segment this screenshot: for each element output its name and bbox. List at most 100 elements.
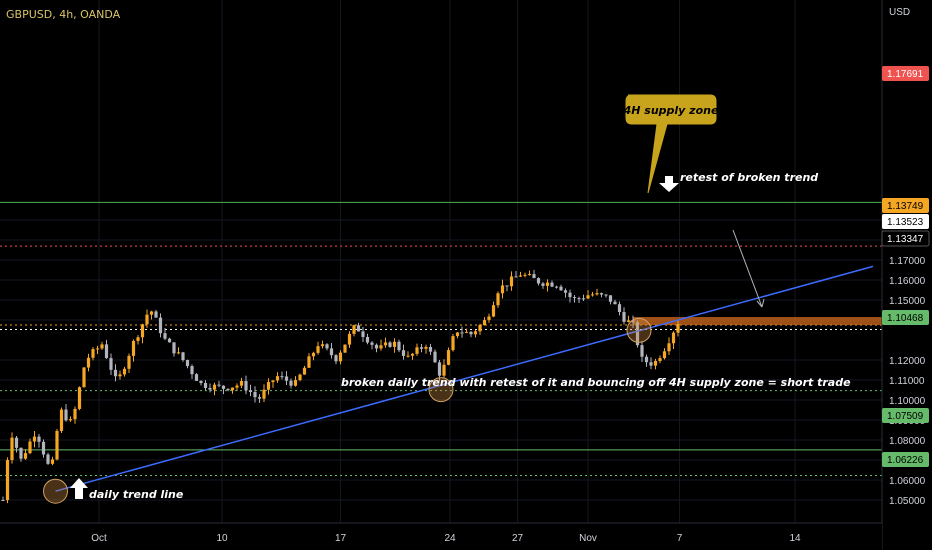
candle-body bbox=[293, 380, 298, 386]
candle-body bbox=[158, 317, 163, 334]
candle-body bbox=[347, 333, 352, 345]
candle-body bbox=[298, 374, 302, 381]
candle-body bbox=[82, 367, 86, 388]
candle-body bbox=[424, 347, 428, 349]
candle-body bbox=[136, 337, 140, 341]
candle-body bbox=[109, 358, 113, 370]
candle-body bbox=[343, 344, 347, 353]
candle-body bbox=[208, 387, 212, 390]
candle-body bbox=[28, 441, 32, 454]
price-badge-label: 1.13523 bbox=[887, 217, 924, 228]
candle-body bbox=[361, 331, 365, 337]
price-tick-label: 1.06000 bbox=[889, 476, 926, 487]
time-tick-label: 10 bbox=[216, 533, 228, 544]
candle-body bbox=[527, 274, 532, 276]
candle-body bbox=[388, 342, 392, 347]
candle-body bbox=[392, 341, 397, 347]
candle-body bbox=[568, 292, 572, 298]
price-badge-label: 1.13347 bbox=[887, 234, 924, 245]
candle-body bbox=[145, 314, 149, 325]
candle-body bbox=[667, 343, 671, 352]
time-tick-label: 14 bbox=[789, 533, 801, 544]
chart-title: GBPUSD, 4h, OANDA bbox=[6, 8, 121, 21]
candle-body bbox=[122, 368, 127, 375]
candle-body bbox=[635, 322, 640, 346]
candle-body bbox=[127, 355, 131, 369]
candle-body bbox=[64, 409, 68, 421]
candle-body bbox=[586, 295, 590, 299]
price-axis[interactable]: USD1.190001.180001.170001.160001.150001.… bbox=[881, 0, 932, 550]
candle-body bbox=[536, 278, 541, 284]
price-tick-label: 1.05000 bbox=[889, 496, 926, 507]
candle-body bbox=[172, 342, 176, 354]
supply-zone-label: 4H supply zone bbox=[623, 104, 719, 117]
price-tick-label: 1.10000 bbox=[889, 396, 926, 407]
candle-body bbox=[100, 344, 104, 349]
candle-body bbox=[532, 274, 536, 279]
candle-body bbox=[59, 409, 64, 431]
price-badge-label: 1.17691 bbox=[887, 69, 924, 80]
candle-body bbox=[550, 282, 554, 287]
candle-body bbox=[280, 376, 284, 378]
touch-point-circle bbox=[626, 317, 652, 343]
candle-body bbox=[73, 408, 77, 420]
candle-body bbox=[428, 347, 433, 352]
candle-body bbox=[37, 436, 41, 442]
candle-body bbox=[185, 360, 190, 367]
candle-body bbox=[77, 387, 82, 409]
candle-body bbox=[622, 312, 626, 322]
price-badge-label: 1.13749 bbox=[887, 201, 924, 212]
currency-label: USD bbox=[889, 7, 910, 18]
candle-body bbox=[14, 437, 19, 448]
time-tick-label: 7 bbox=[677, 533, 683, 544]
candle-body bbox=[230, 387, 235, 391]
price-badge bbox=[881, 230, 930, 247]
candle-body bbox=[181, 352, 185, 361]
candle-body bbox=[275, 376, 280, 381]
price-tick-label: 1.16000 bbox=[889, 276, 926, 287]
candle-body bbox=[32, 436, 37, 442]
candle-body bbox=[397, 341, 401, 351]
candle-body bbox=[554, 286, 559, 288]
candles-layer bbox=[1, 269, 680, 504]
price-badge-label: 1.10468 bbox=[887, 313, 924, 324]
candle-body bbox=[541, 283, 545, 286]
candle-body bbox=[523, 274, 527, 276]
candle-body bbox=[374, 344, 379, 349]
chart-grid bbox=[0, 0, 882, 523]
candle-body bbox=[595, 293, 599, 295]
candle-body bbox=[419, 347, 424, 349]
candle-body bbox=[365, 336, 370, 343]
projection-arrow-head bbox=[756, 298, 765, 308]
time-tick-label: Oct bbox=[91, 533, 107, 544]
candle-body bbox=[140, 324, 145, 338]
candle-body bbox=[226, 388, 230, 391]
candle-body bbox=[68, 419, 73, 421]
candle-body bbox=[19, 447, 23, 459]
candle-body bbox=[446, 350, 451, 365]
candle-body bbox=[154, 311, 158, 318]
down-arrow-icon bbox=[659, 176, 679, 192]
candle-body bbox=[383, 342, 388, 346]
retest-label: retest of broken trend bbox=[680, 171, 818, 184]
price-tick-label: 1.15000 bbox=[889, 296, 926, 307]
candle-body bbox=[41, 441, 46, 455]
candle-body bbox=[113, 369, 118, 377]
price-badge bbox=[882, 310, 929, 325]
candle-body bbox=[608, 295, 613, 302]
projection-arrow bbox=[732, 229, 763, 308]
candle-body bbox=[626, 320, 631, 322]
candle-body bbox=[653, 360, 658, 366]
candle-body bbox=[338, 352, 343, 362]
candle-body bbox=[46, 454, 50, 464]
time-axis[interactable]: Oct 10 17 24 27 Nov 7 14 bbox=[0, 522, 882, 550]
daily-trend-line[interactable] bbox=[55, 265, 874, 492]
candle-body bbox=[469, 331, 473, 335]
candle-body bbox=[451, 336, 455, 351]
candle-body bbox=[563, 290, 568, 293]
candle-body bbox=[356, 325, 361, 332]
candle-body bbox=[221, 385, 226, 389]
candle-body bbox=[5, 460, 10, 501]
time-tick-label: 27 bbox=[512, 533, 524, 544]
